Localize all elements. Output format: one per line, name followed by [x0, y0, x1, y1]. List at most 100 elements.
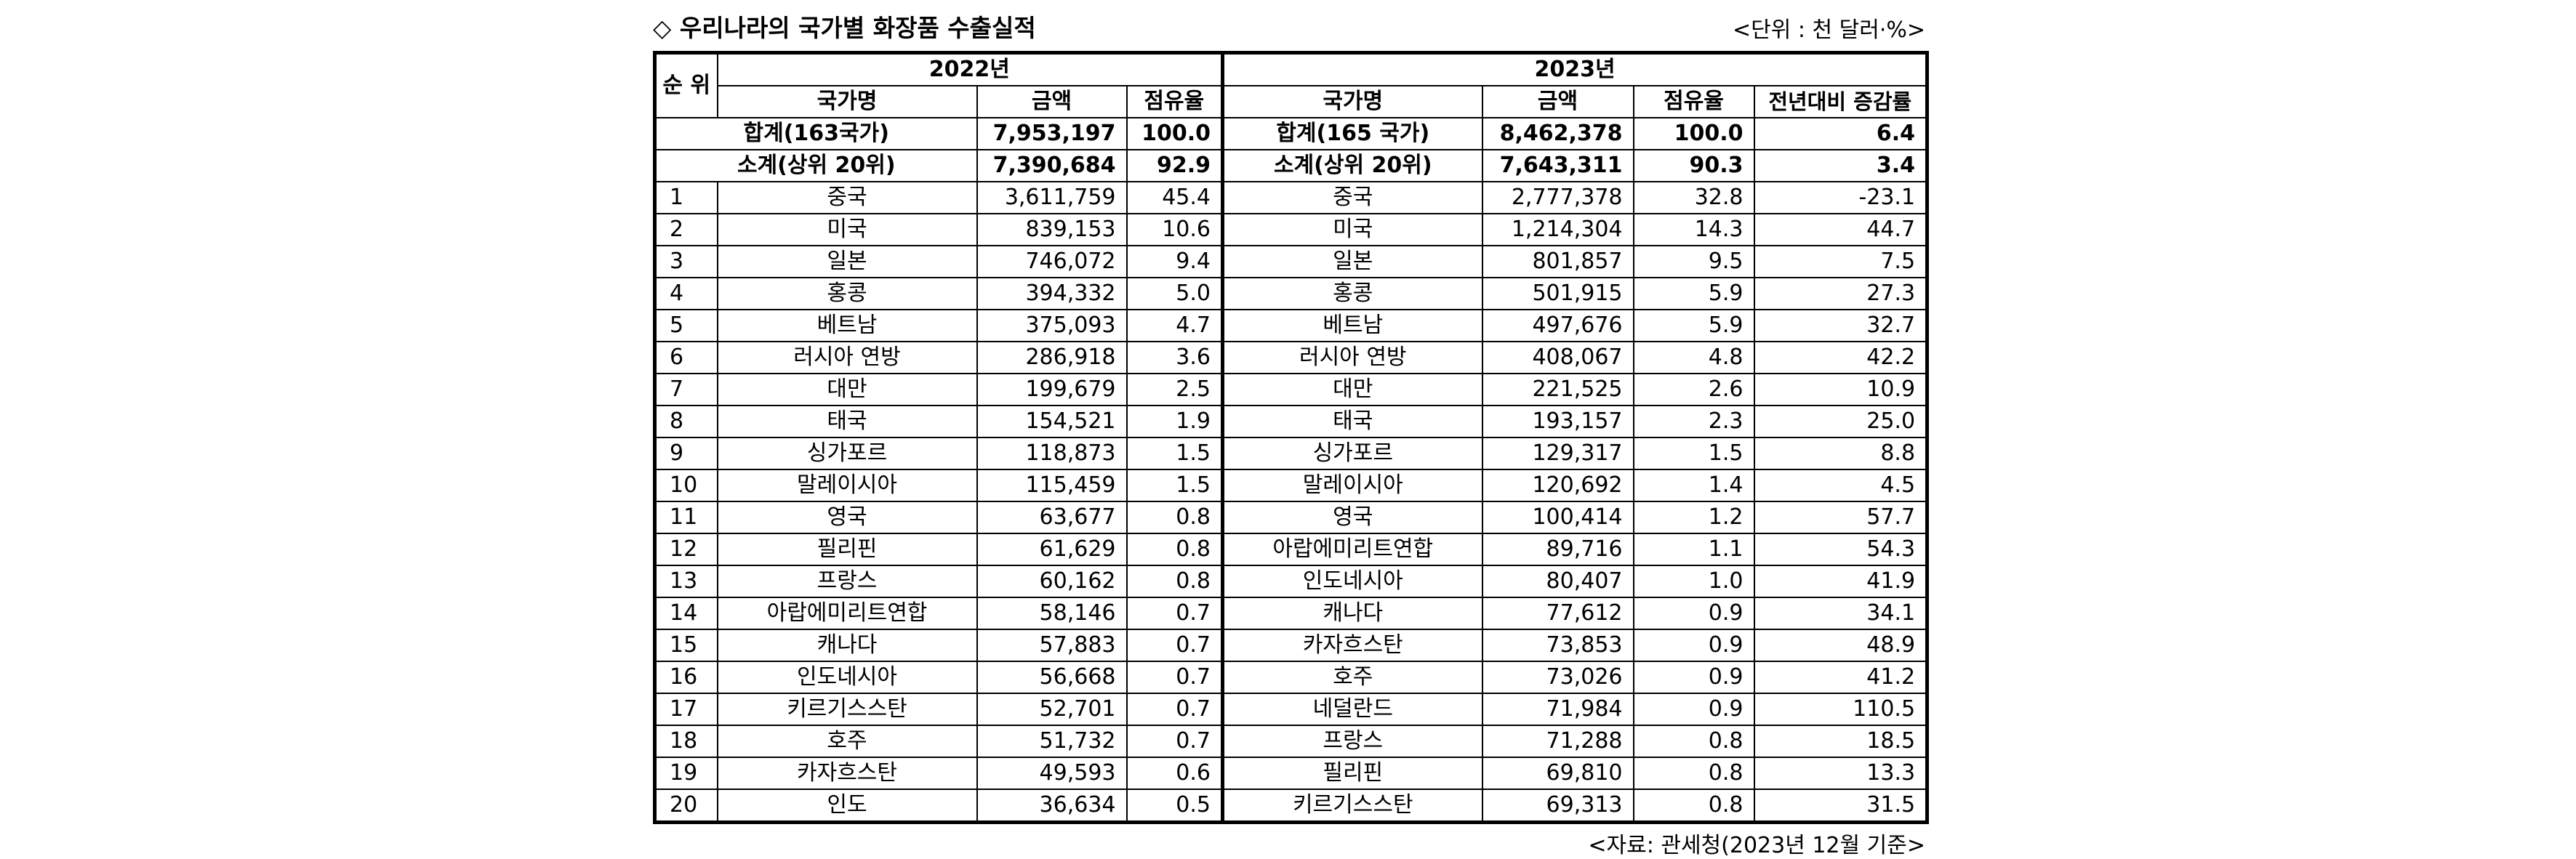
- year-header-row: 순 위 2022년 2023년: [654, 52, 1928, 118]
- amount-2022-cell: 3,611,759: [976, 181, 1128, 214]
- country-2022-cell: 미국: [716, 213, 978, 246]
- yoy-cell: 54.3: [1753, 533, 1928, 566]
- table-row: 13 프랑스 60,162 0.8 인도네시아 80,407 1.0 41.9: [654, 565, 1928, 598]
- country-2022-cell: 인도네시아: [716, 661, 978, 694]
- country-2022-cell: 홍콩: [716, 277, 978, 310]
- amount-2023-cell: 80,407: [1481, 565, 1634, 598]
- rank-cell: 18: [654, 725, 718, 758]
- amount-2023-cell: 801,857: [1481, 245, 1634, 278]
- source-note: <자료: 관세청(2023년 12월 기준>: [1588, 833, 1925, 858]
- country-2022-cell: 캐나다: [716, 629, 978, 662]
- yoy-cell: 31.5: [1753, 789, 1928, 823]
- amount-2022-cell: 57,883: [976, 629, 1128, 662]
- country-2022-cell: 일본: [716, 245, 978, 278]
- amount-2022-cell: 746,072: [976, 245, 1128, 278]
- share-2023-cell: 0.9: [1632, 693, 1755, 726]
- country-2023-cell: 태국: [1221, 405, 1483, 438]
- amount-2022-cell: 199,679: [976, 373, 1128, 406]
- rank-cell: 9: [654, 437, 718, 470]
- yoy-cell: 44.7: [1753, 213, 1928, 246]
- total-label-2022: 합계(163국가): [654, 117, 978, 150]
- table-row: 4 홍콩 394,332 5.0 홍콩 501,915 5.9 27.3: [654, 277, 1928, 310]
- amount-2023-cell: 77,612: [1481, 597, 1634, 630]
- share-2022-cell: 1.5: [1126, 469, 1224, 502]
- share-2022-cell: 3.6: [1126, 341, 1224, 374]
- yoy-cell: 110.5: [1753, 693, 1928, 726]
- amount-2023-cell: 69,313: [1481, 789, 1634, 823]
- amount-2022-cell: 115,459: [976, 469, 1128, 502]
- rank-cell: 17: [654, 693, 718, 726]
- country-2022-cell: 러시아 연방: [716, 341, 978, 374]
- table-row: 19 카자흐스탄 49,593 0.6 필리핀 69,810 0.8 13.3: [654, 757, 1928, 790]
- country-2023-cell: 프랑스: [1221, 725, 1483, 758]
- yoy-cell: 10.9: [1753, 373, 1928, 406]
- table-row: 5 베트남 375,093 4.7 베트남 497,676 5.9 32.7: [654, 309, 1928, 342]
- share-2023-cell: 1.4: [1632, 469, 1755, 502]
- share-2022-cell: 1.5: [1126, 437, 1224, 470]
- country-2023-cell: 캐나다: [1221, 597, 1483, 630]
- table-row: 15 캐나다 57,883 0.7 카자흐스탄 73,853 0.9 48.9: [654, 629, 1928, 662]
- share-2022-cell: 1.9: [1126, 405, 1224, 438]
- rank-header: 순 위: [654, 52, 718, 118]
- table-row: 16 인도네시아 56,668 0.7 호주 73,026 0.9 41.2: [654, 661, 1928, 694]
- amount-2023-cell: 193,157: [1481, 405, 1634, 438]
- table-row: 8 태국 154,521 1.9 태국 193,157 2.3 25.0: [654, 405, 1928, 438]
- share-2022-cell: 0.6: [1126, 757, 1224, 790]
- subtotal-label-2022: 소계(상위 20위): [654, 149, 978, 182]
- total-amount-2023: 8,462,378: [1481, 117, 1634, 150]
- rank-cell: 1: [654, 181, 718, 214]
- rank-cell: 15: [654, 629, 718, 662]
- share-2023-cell: 1.0: [1632, 565, 1755, 598]
- country-2022-cell: 영국: [716, 501, 978, 534]
- amount-2022-cell: 118,873: [976, 437, 1128, 470]
- total-amount-2022: 7,953,197: [976, 117, 1128, 150]
- yoy-cell: 13.3: [1753, 757, 1928, 790]
- amount-2022-cell: 56,668: [976, 661, 1128, 694]
- country-2023-cell: 싱가포르: [1221, 437, 1483, 470]
- rank-cell: 2: [654, 213, 718, 246]
- yoy-cell: 42.2: [1753, 341, 1928, 374]
- share-2022-cell: 0.7: [1126, 693, 1224, 726]
- country-2022-cell: 싱가포르: [716, 437, 978, 470]
- country-2022-cell: 중국: [716, 181, 978, 214]
- amount-2023-cell: 120,692: [1481, 469, 1634, 502]
- country-2023-cell: 일본: [1221, 245, 1483, 278]
- rank-cell: 7: [654, 373, 718, 406]
- country-2022-cell: 인도: [716, 789, 978, 823]
- share-2022-cell: 4.7: [1126, 309, 1224, 342]
- amount-2023-cell: 501,915: [1481, 277, 1634, 310]
- share-2022-cell: 0.7: [1126, 629, 1224, 662]
- country-2023-cell: 베트남: [1221, 309, 1483, 342]
- country-2023-cell: 영국: [1221, 501, 1483, 534]
- unit-note: <단위 : 천 달러·%>: [1732, 17, 1925, 43]
- total-share-2022: 100.0: [1126, 117, 1224, 150]
- share-2022-cell: 0.7: [1126, 725, 1224, 758]
- amount-2023-cell: 69,810: [1481, 757, 1634, 790]
- table-row: 18 호주 51,732 0.7 프랑스 71,288 0.8 18.5: [654, 725, 1928, 758]
- country-2022-cell: 필리핀: [716, 533, 978, 566]
- yoy-cell: 4.5: [1753, 469, 1928, 502]
- rank-cell: 4: [654, 277, 718, 310]
- table-row: 3 일본 746,072 9.4 일본 801,857 9.5 7.5: [654, 245, 1928, 278]
- rank-cell: 8: [654, 405, 718, 438]
- share-2023-cell: 1.1: [1632, 533, 1755, 566]
- amount-2022-cell: 36,634: [976, 789, 1128, 823]
- yoy-cell: 48.9: [1753, 629, 1928, 662]
- table-row: 20 인도 36,634 0.5 키르기스스탄 69,313 0.8 31.5: [654, 789, 1928, 823]
- rank-cell: 14: [654, 597, 718, 630]
- total-yoy: 6.4: [1753, 117, 1928, 150]
- country-2022-cell: 말레이시아: [716, 469, 978, 502]
- country-2023-cell: 홍콩: [1221, 277, 1483, 310]
- amount-2022-cell: 154,521: [976, 405, 1128, 438]
- year-2023-header: 2023년: [1221, 52, 1928, 86]
- amount-2023-cell: 100,414: [1481, 501, 1634, 534]
- amount-2022-cell: 394,332: [976, 277, 1128, 310]
- rank-cell: 3: [654, 245, 718, 278]
- amount-2023-cell: 408,067: [1481, 341, 1634, 374]
- yoy-cell: 18.5: [1753, 725, 1928, 758]
- yoy-cell: 41.2: [1753, 661, 1928, 694]
- country-2023-cell: 아랍에미리트연합: [1221, 533, 1483, 566]
- share-2022-cell: 45.4: [1126, 181, 1224, 214]
- yoy-cell: 27.3: [1753, 277, 1928, 310]
- share-2023-cell: 2.3: [1632, 405, 1755, 438]
